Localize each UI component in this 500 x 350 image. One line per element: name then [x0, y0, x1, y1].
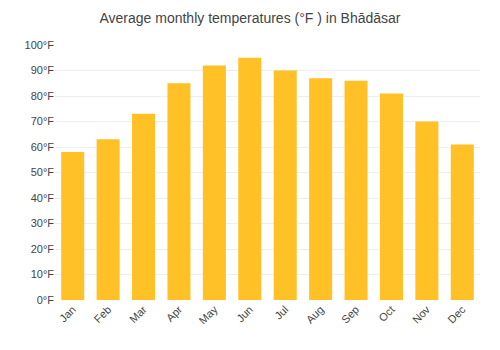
svg-text:90°F: 90°F	[31, 64, 55, 76]
svg-text:80°F: 80°F	[31, 90, 55, 102]
svg-text:30°F: 30°F	[31, 217, 55, 229]
svg-text:70°F: 70°F	[31, 115, 55, 127]
svg-text:Nov: Nov	[410, 303, 433, 326]
svg-text:0°F: 0°F	[37, 294, 55, 306]
svg-text:Mar: Mar	[127, 303, 149, 325]
svg-text:Jan: Jan	[57, 303, 78, 324]
svg-text:Dec: Dec	[445, 303, 468, 326]
svg-text:Oct: Oct	[376, 303, 397, 324]
svg-text:50°F: 50°F	[31, 166, 55, 178]
svg-text:Jul: Jul	[272, 303, 290, 321]
svg-text:May: May	[197, 303, 221, 327]
svg-text:10°F: 10°F	[31, 268, 55, 280]
svg-text:20°F: 20°F	[31, 243, 55, 255]
svg-text:Average monthly temperatures (: Average monthly temperatures (°F ) in Bh…	[99, 10, 400, 26]
svg-text:100°F: 100°F	[25, 39, 55, 51]
svg-text:Aug: Aug	[304, 303, 326, 325]
svg-text:40°F: 40°F	[31, 192, 55, 204]
svg-text:60°F: 60°F	[31, 141, 55, 153]
svg-text:Feb: Feb	[92, 303, 114, 325]
svg-text:Sep: Sep	[339, 303, 361, 325]
svg-text:Apr: Apr	[164, 303, 185, 324]
svg-text:Jun: Jun	[234, 303, 255, 324]
